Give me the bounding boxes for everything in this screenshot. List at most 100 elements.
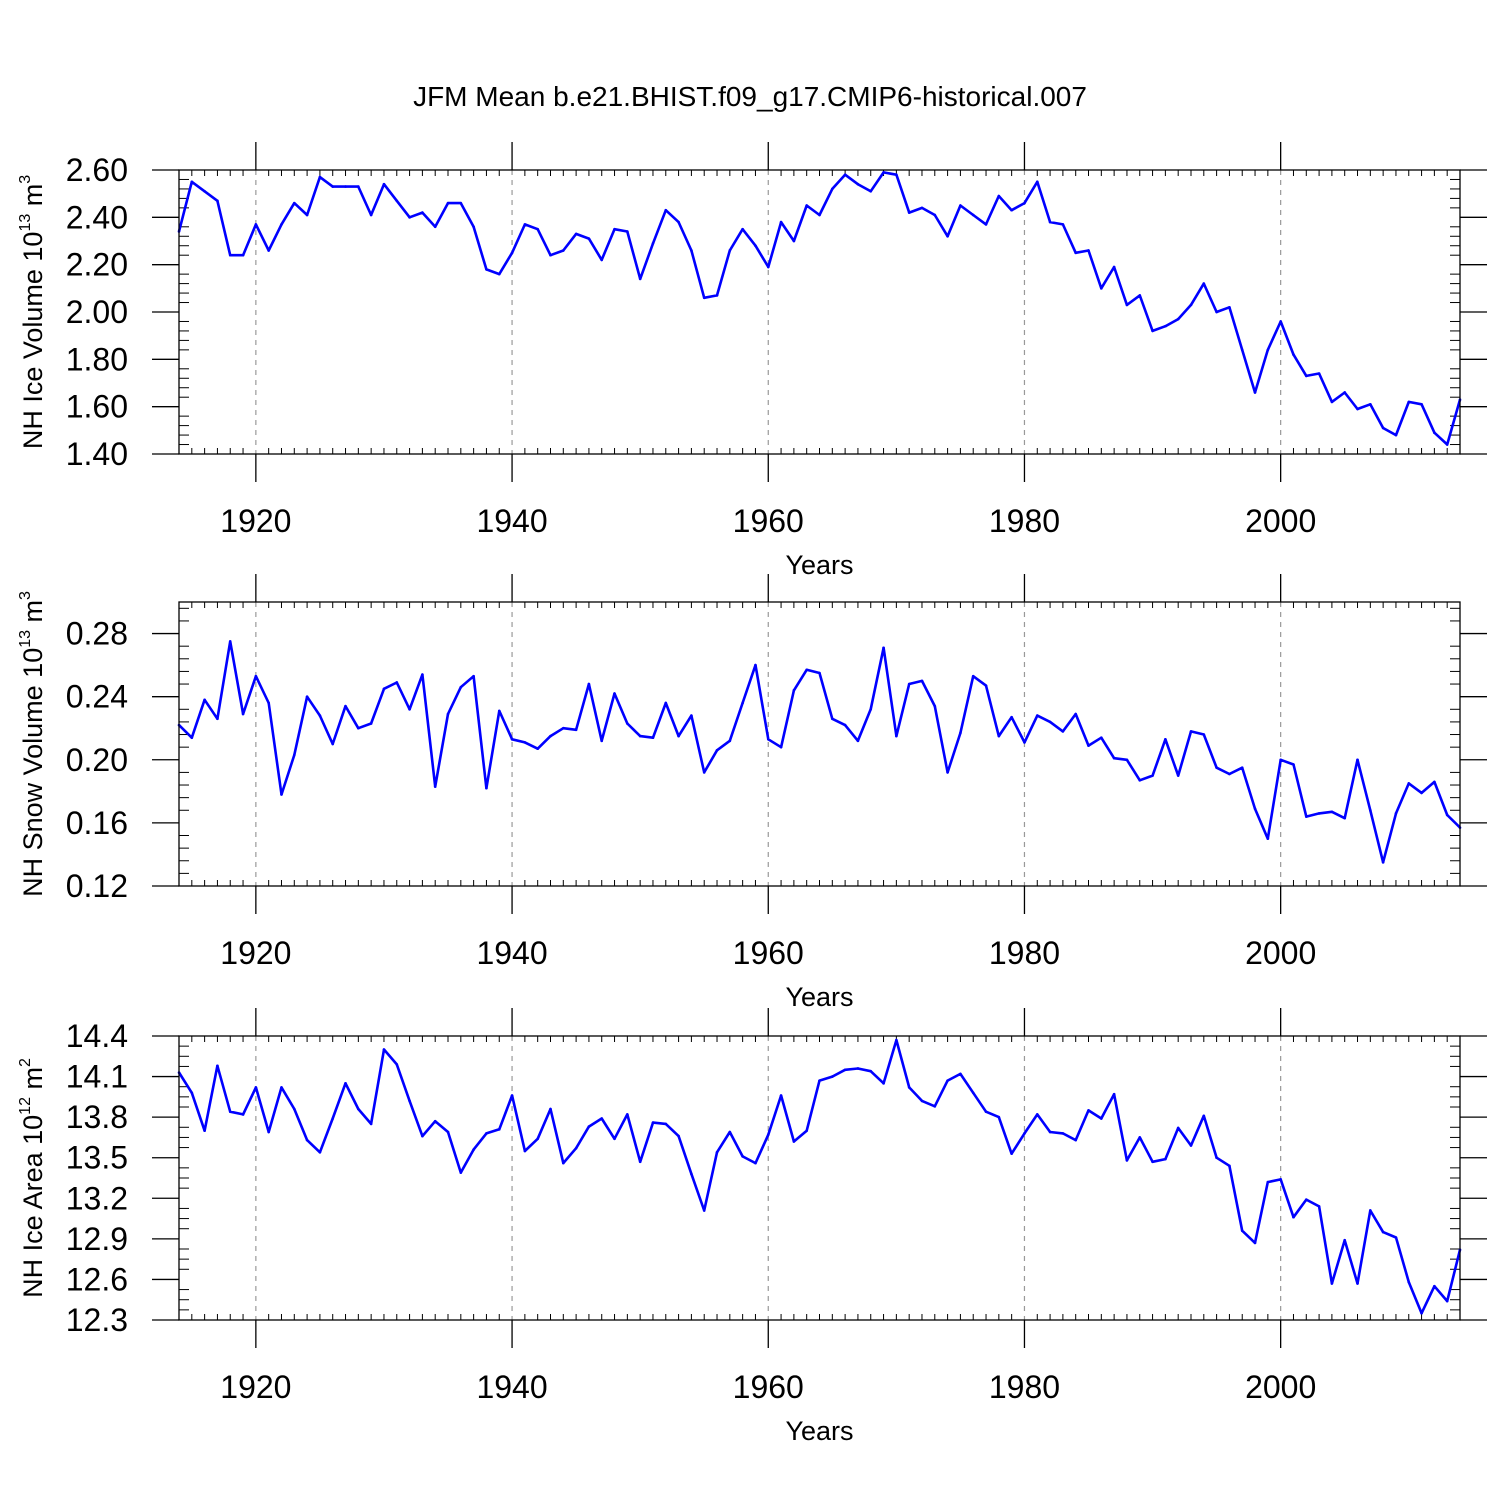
data-point xyxy=(1125,1159,1129,1162)
data-point xyxy=(485,786,488,790)
data-point xyxy=(510,251,514,255)
data-point xyxy=(382,687,386,691)
data-point xyxy=(920,206,924,210)
data-point xyxy=(574,1146,578,1150)
data-point xyxy=(433,785,437,788)
data-point xyxy=(267,1130,270,1134)
data-point xyxy=(843,723,847,727)
data-point xyxy=(536,747,539,751)
data-point xyxy=(946,1079,949,1082)
data-point xyxy=(1240,766,1244,769)
data-point xyxy=(459,685,463,689)
data-point xyxy=(382,182,386,186)
chart-title: JFM Mean b.e21.BHIST.f09_g17.CMIP6-histo… xyxy=(413,81,1087,112)
data-point xyxy=(638,734,642,738)
x-tick-label: 2000 xyxy=(1245,503,1316,539)
data-point xyxy=(254,1086,258,1089)
data-point xyxy=(1266,348,1270,352)
data-point xyxy=(267,701,270,705)
data-point xyxy=(1420,403,1423,406)
data-point xyxy=(1433,1284,1436,1288)
data-point xyxy=(1369,1209,1372,1212)
data-point xyxy=(1100,736,1103,739)
data-point xyxy=(664,208,668,212)
x-tick-label: 1920 xyxy=(220,503,291,539)
data-point xyxy=(677,1134,680,1138)
data-point xyxy=(715,294,719,297)
data-point xyxy=(1061,730,1065,733)
data-point xyxy=(664,1122,668,1126)
data-point xyxy=(1215,310,1218,314)
data-point xyxy=(741,701,744,705)
data-point xyxy=(228,640,232,643)
data-point xyxy=(984,684,988,687)
data-point xyxy=(216,717,219,721)
data-point xyxy=(254,674,258,678)
data-point xyxy=(1087,249,1090,252)
data-point xyxy=(1279,758,1282,762)
data-point xyxy=(459,1171,463,1174)
y-axis-label: NH Ice Volume 1013 m3 xyxy=(17,175,48,449)
x-tick-label: 1980 xyxy=(989,503,1060,539)
data-point xyxy=(1253,1241,1257,1245)
data-point xyxy=(1023,741,1026,744)
x-tick-label: 1920 xyxy=(220,935,291,971)
data-point xyxy=(1151,774,1154,777)
data-point xyxy=(843,1068,847,1072)
data-point xyxy=(651,1121,655,1124)
data-point xyxy=(318,1151,322,1154)
data-point xyxy=(382,1048,386,1051)
y-tick-label: 12.9 xyxy=(66,1221,128,1257)
data-point xyxy=(690,1172,693,1176)
data-point xyxy=(1240,1229,1244,1233)
data-point xyxy=(741,227,744,231)
y-tick-label: 2.60 xyxy=(66,152,128,188)
data-point xyxy=(882,171,885,174)
data-point xyxy=(1176,317,1180,321)
data-point xyxy=(1445,1299,1449,1303)
data-point xyxy=(357,1107,360,1111)
data-point xyxy=(664,701,668,705)
data-point xyxy=(1304,374,1308,378)
data-point xyxy=(1369,808,1372,812)
data-point xyxy=(933,1105,937,1108)
data-point xyxy=(626,230,629,233)
data-point xyxy=(1292,763,1295,766)
data-point xyxy=(1215,1156,1218,1160)
data-point xyxy=(677,734,680,738)
data-point xyxy=(1023,201,1026,205)
data-point xyxy=(1330,400,1334,404)
data-point xyxy=(497,709,501,713)
data-point xyxy=(1228,772,1231,776)
data-point xyxy=(280,793,283,796)
data-point xyxy=(1138,778,1142,782)
data-point xyxy=(331,185,335,188)
data-point xyxy=(651,242,655,245)
data-point xyxy=(1266,1180,1270,1184)
data-point xyxy=(357,726,360,730)
data-point xyxy=(1151,1160,1154,1164)
data-point xyxy=(818,671,821,675)
data-point xyxy=(190,180,194,184)
data-point xyxy=(1035,714,1039,717)
data-point xyxy=(1343,816,1347,820)
data-point xyxy=(1394,433,1398,437)
y-tick-label: 0.28 xyxy=(66,616,128,652)
data-point xyxy=(1420,1311,1423,1315)
plot-frame xyxy=(178,169,1461,455)
data-point xyxy=(754,1161,757,1165)
data-point xyxy=(651,736,655,739)
data-point xyxy=(1330,1282,1334,1285)
data-point xyxy=(1202,1114,1206,1118)
y-tick-label: 0.12 xyxy=(66,868,128,904)
data-point xyxy=(1394,1236,1398,1239)
data-point xyxy=(190,736,194,739)
data-point xyxy=(613,227,616,231)
data-point xyxy=(395,199,399,203)
data-point xyxy=(1381,1230,1385,1234)
data-point xyxy=(433,225,437,229)
data-point xyxy=(318,175,322,179)
data-point xyxy=(216,1064,219,1068)
y-tick-label: 2.40 xyxy=(66,199,128,235)
y-tick-label: 2.20 xyxy=(66,247,128,283)
